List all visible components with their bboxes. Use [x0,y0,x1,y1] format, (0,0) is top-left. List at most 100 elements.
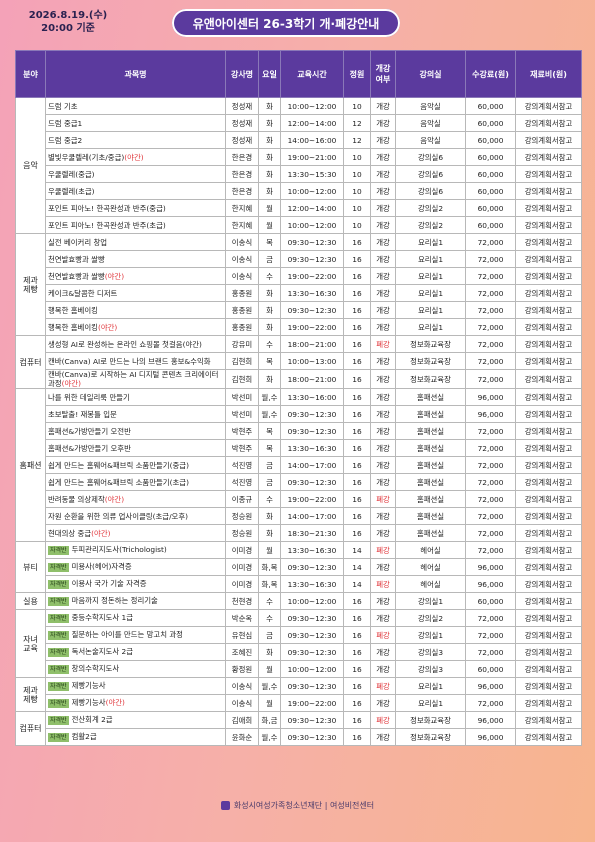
status: 개강 [370,473,396,491]
course-cell: 쉽게 만드는 홈웨어&패브릭 소품만들기(초급) [45,473,226,491]
day: 화 [258,131,281,149]
room: 홈패션실 [395,490,466,508]
time: 12:00~14:00 [280,114,344,132]
capacity: 16 [343,660,371,678]
material: 강의계획서참고 [515,97,582,115]
material: 강의계획서참고 [515,284,582,302]
course: 드럼 기초 [48,101,78,111]
badge: 자격반 [48,648,69,657]
room: 강의실2 [395,216,466,234]
material: 강의계획서참고 [515,439,582,457]
fee: 60,000 [465,182,516,200]
material: 강의계획서참고 [515,541,582,559]
time: 10:00~13:00 [280,352,344,370]
course: 케이크&달콤한 디저트 [48,288,118,298]
row: 홈패션 나를 위한 데일리룩 만들기 박선미 월,수 13:30~16:00 16 개강 홈패… [15,388,582,542]
day: 월 [258,660,281,678]
course-cell: 생성형 AI로 완성하는 온라인 쇼핑몰 첫걸음(야간) [45,335,226,353]
time: 10:00~12:00 [280,97,344,115]
day: 화 [258,301,281,319]
capacity: 14 [343,575,371,593]
fee: 72,000 [465,318,516,336]
material: 강의계획서참고 [515,233,582,251]
title: 유앤아이센터 26-3학기 개·폐강안내 [172,9,400,37]
capacity: 16 [343,284,371,302]
logo [220,801,230,810]
capacity: 10 [343,216,371,234]
material: 강의계획서참고 [515,250,582,268]
row: 자격반 미용사(헤어)자격증 이미경 화,목 09:30~12:30 14 개강 헤어실 96,… [16,558,582,576]
row: 자격반 창의수학지도사 황정원 월 10:00~12:00 16 개강 강의실3 60,000 강… [16,660,582,678]
instructor: 이미경 [225,558,259,576]
time: 10:00~12:00 [280,660,344,678]
status: 개강 [370,728,396,746]
badge: 자격반 [48,563,69,572]
course: 포인트 피아노! 한곡완성과 반주(중급) [48,203,166,213]
fee: 96,000 [465,711,516,729]
material: 강의계획서참고 [515,369,582,389]
material: 강의계획서참고 [515,182,582,200]
fee: 72,000 [465,507,516,525]
night-tag: (야간) [105,698,125,707]
course: 전산회계 2급 [71,715,113,724]
material: 강의계획서참고 [515,694,582,712]
course: 중등수학지도사 1급 [71,613,134,622]
night-tag: (야간) [104,271,125,281]
material: 강의계획서참고 [515,165,582,183]
status: 개강 [370,114,396,132]
room: 홈패션실 [395,507,466,525]
room: 강의실1 [395,626,466,644]
day: 목 [258,439,281,457]
fee: 96,000 [465,728,516,746]
material: 강의계획서참고 [515,575,582,593]
material: 강의계획서참고 [515,318,582,336]
capacity: 16 [343,388,371,406]
instructor: 한은경 [225,148,259,166]
fee: 72,000 [465,524,516,542]
status: 개강 [370,507,396,525]
course: 독서논술지도사 2급 [71,647,134,656]
badge: 자격반 [48,665,69,674]
course-cell: 자격반 두피관리지도사(Trichologist) [45,541,226,559]
status: 개강 [370,456,396,474]
time: 14:00~17:00 [280,507,344,525]
badge: 자격반 [48,614,69,623]
fee: 72,000 [465,301,516,319]
course-cell: 별빛우쿨렐레(기초/중급)(야간) [45,148,226,166]
day: 목 [258,352,281,370]
row: 포인트 피아노! 한곡완성과 반주(초급) 한지혜 월 10:00~12:00 10 개강… [16,216,582,234]
course: 쉽게 만드는 홈웨어&패브릭 소품만들기(중급) [48,460,189,470]
capacity: 16 [343,592,371,610]
material: 강의계획서참고 [515,592,582,610]
room: 요리실1 [395,233,466,251]
day: 화 [258,369,281,389]
fee: 60,000 [465,199,516,217]
row: 별빛우쿨렐레(기초/중급)(야간) 한은경 화 19:00~21:00 10 개강 강의실6… [16,148,582,166]
room: 강의실3 [395,643,466,661]
row: 홈패션&가방만들기 오전반 박현주 목 09:30~12:30 16 개강 홈패션실 72,0… [16,422,582,440]
row: 캔바(Canva) AI로 만드는 나의 브랜드 홍보&수익화 김현희 목 10:00… [16,352,582,370]
capacity: 16 [343,728,371,746]
course: 자원 순환을 위한 의류 업사이클링(초급/오후) [48,511,189,521]
status: 폐강 [370,541,396,559]
course: 제빵기능사 [71,698,106,707]
fee: 60,000 [465,660,516,678]
status: 개강 [370,592,396,610]
row: 실용 자격반 마음까지 정돈하는 정리기술 천현경 수 10:00~12:00 16 개강 강의… [15,592,582,610]
course-cell: 천연발효빵과 쌀빵(야간) [45,267,226,285]
time: 09:30~12:30 [280,711,344,729]
row: 홈패션&가방만들기 오후반 박현주 목 13:30~16:30 16 개강 홈패션실 72,0… [16,439,582,457]
course-cell: 케이크&달콤한 디저트 [45,284,226,302]
capacity: 16 [343,422,371,440]
course: 캔바(Canva) AI로 만드는 나의 브랜드 홍보&수익화 [48,356,211,366]
category: 음악 [15,97,46,234]
row: 자격반 이용사 국가 기술 자격증 이미경 화,목 13:30~16:30 14 폐강 헤어실… [16,575,582,593]
course: 캔바(Canva)로 시작하는 AI 디지털 콘텐츠 크리에이터 과정 [48,370,219,388]
course-cell: 자격반 컴활2급 [45,728,226,746]
day: 금 [258,473,281,491]
instructor: 석진영 [225,456,259,474]
room: 홈패션실 [395,473,466,491]
fee: 60,000 [465,114,516,132]
row: 제과 제빵 자격반 제빵기능사 이송식 월,수 09:30~12:30 16 폐강 요리실1 96… [15,677,582,712]
course: 드럼 중급1 [48,118,83,128]
